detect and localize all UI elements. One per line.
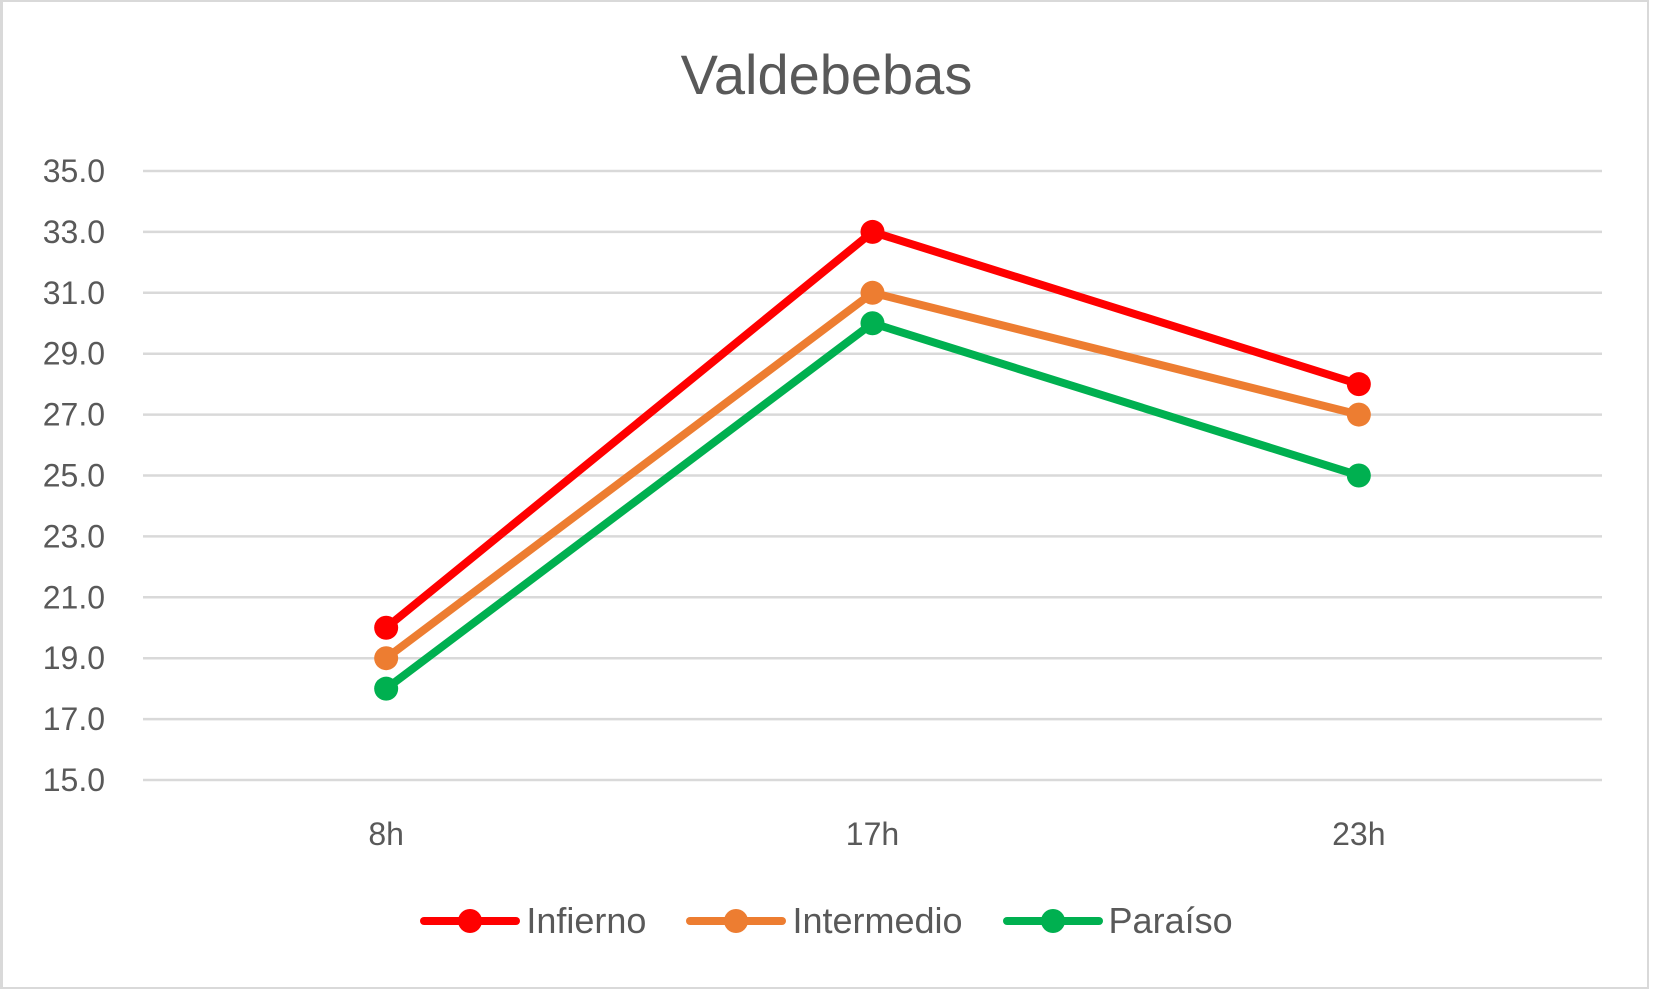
y-tick-label: 19.0 — [43, 640, 105, 676]
legend-line-marker-icon — [1002, 909, 1103, 933]
y-tick-label: 31.0 — [43, 275, 105, 311]
legend-label: Intermedio — [792, 900, 963, 941]
data-point-marker — [860, 219, 885, 244]
legend-item: Intermedio — [686, 900, 963, 942]
y-tick-label: 15.0 — [43, 762, 105, 798]
data-point-marker — [374, 676, 399, 701]
data-point-marker — [1346, 372, 1371, 397]
y-tick-label: 25.0 — [43, 458, 105, 494]
legend-item: Paraíso — [1002, 900, 1233, 942]
legend-line-marker-icon — [420, 909, 521, 933]
legend-item: Infierno — [420, 900, 646, 942]
y-tick-label: 21.0 — [43, 579, 105, 615]
legend-line-marker-icon — [686, 909, 787, 933]
y-tick-label: 35.0 — [43, 153, 105, 189]
legend-label: Paraíso — [1108, 900, 1233, 941]
y-tick-label: 17.0 — [43, 701, 105, 737]
legend: Infierno Intermedio Paraíso — [0, 900, 1653, 942]
x-tick-label: 8h — [368, 816, 404, 852]
data-point-marker — [374, 615, 399, 640]
y-tick-label: 29.0 — [43, 336, 105, 372]
data-point-marker — [860, 280, 885, 305]
y-tick-label: 27.0 — [43, 397, 105, 433]
legend-label: Infierno — [526, 900, 647, 941]
data-point-marker — [1346, 402, 1371, 427]
data-point-marker — [374, 646, 399, 671]
data-point-marker — [860, 311, 885, 336]
data-point-marker — [1346, 463, 1371, 488]
y-tick-label: 23.0 — [43, 518, 105, 554]
x-tick-label: 17h — [846, 816, 899, 852]
chart-title: Valdebebas — [680, 43, 973, 106]
y-tick-label: 33.0 — [43, 214, 105, 250]
x-tick-label: 23h — [1332, 816, 1385, 852]
